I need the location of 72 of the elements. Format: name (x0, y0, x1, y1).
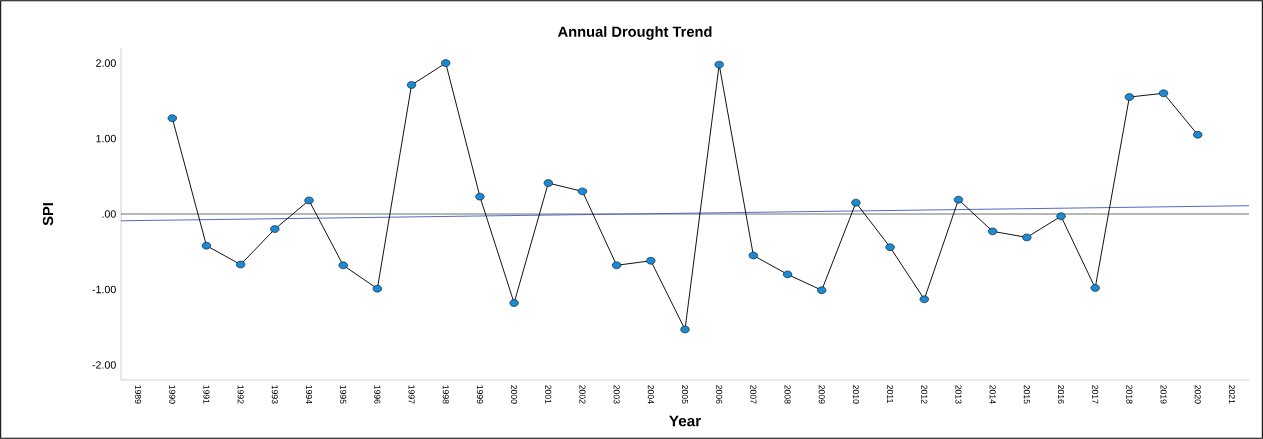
point (270, 225, 280, 233)
point (953, 195, 964, 204)
x-tick-label: 1999 (476, 385, 483, 404)
x-tick-label: 2019 (1160, 385, 1167, 404)
point (577, 187, 588, 196)
x-tick-label: 2015 (1023, 385, 1030, 404)
point (1056, 212, 1066, 220)
point (372, 284, 382, 293)
y-tick-label: .00 (102, 210, 116, 218)
point (1124, 93, 1134, 101)
x-tick-label: 2002 (579, 385, 586, 404)
point (817, 286, 827, 294)
x-tick-label: 2003 (613, 385, 620, 404)
point (1158, 89, 1169, 98)
point (304, 196, 314, 205)
point (406, 81, 417, 89)
point (851, 198, 861, 207)
x-tick-label: 2012 (921, 385, 928, 404)
x-tick-label: 2005 (681, 385, 689, 404)
y-tick-label: -2.00 (92, 361, 116, 369)
x-tick-label: 2020 (1194, 385, 1201, 404)
x-tick-label: 2018 (1126, 385, 1133, 404)
point (509, 299, 519, 307)
x-tick-label: 2013 (955, 385, 962, 404)
x-tick-label: 1997 (408, 385, 415, 404)
point (680, 325, 690, 334)
chart-title: Annual Drought Trend (557, 26, 712, 40)
point (782, 270, 793, 279)
x-tick-label: 2007 (750, 385, 757, 404)
x-tick-label: 2004 (647, 385, 654, 404)
x-tick-label: 1994 (305, 385, 313, 404)
x-tick-label: 2011 (887, 385, 894, 403)
x-tick-label: 2001 (545, 385, 552, 404)
x-tick-label: 1996 (374, 385, 381, 404)
point (988, 227, 998, 236)
x-tick-label: 2014 (989, 385, 996, 404)
y-tick-label: 1.00 (96, 134, 116, 143)
point (885, 243, 895, 251)
point (1193, 131, 1203, 139)
point (919, 295, 929, 303)
point (612, 261, 622, 270)
point (1090, 284, 1100, 292)
point (167, 114, 177, 122)
x-tick-label: 1991 (203, 385, 210, 404)
x-tick-label: 1992 (237, 385, 244, 404)
point (201, 241, 212, 250)
point (475, 192, 485, 201)
y-tick-label: -1.00 (92, 285, 116, 294)
x-tick-label: 2008 (784, 385, 791, 404)
point (338, 261, 348, 270)
x-tick-label: 2010 (852, 385, 859, 404)
point (236, 260, 246, 269)
point (543, 179, 553, 187)
point (441, 59, 451, 67)
y-axis-title: SPI (42, 203, 54, 226)
point (1022, 233, 1032, 242)
point (714, 60, 724, 69)
point (748, 251, 758, 260)
x-axis-title: Year (669, 415, 701, 427)
x-tick-label: 1990 (169, 385, 176, 404)
x-tick-label: 2009 (818, 385, 825, 404)
point (646, 257, 656, 265)
x-tick-label: 1995 (340, 385, 347, 404)
y-tick-label: 2.00 (96, 59, 116, 67)
x-tick-label: 1993 (271, 385, 278, 404)
x-tick-label: 1998 (442, 385, 449, 404)
x-tick-label: 2017 (1092, 385, 1099, 404)
x-tick-label: 1989 (135, 385, 142, 404)
x-tick-label: 2021 (1228, 385, 1235, 404)
x-tick-label: 2016 (1057, 385, 1065, 404)
x-tick-label: 2006 (716, 385, 723, 404)
x-tick-label: 2000 (511, 385, 518, 404)
